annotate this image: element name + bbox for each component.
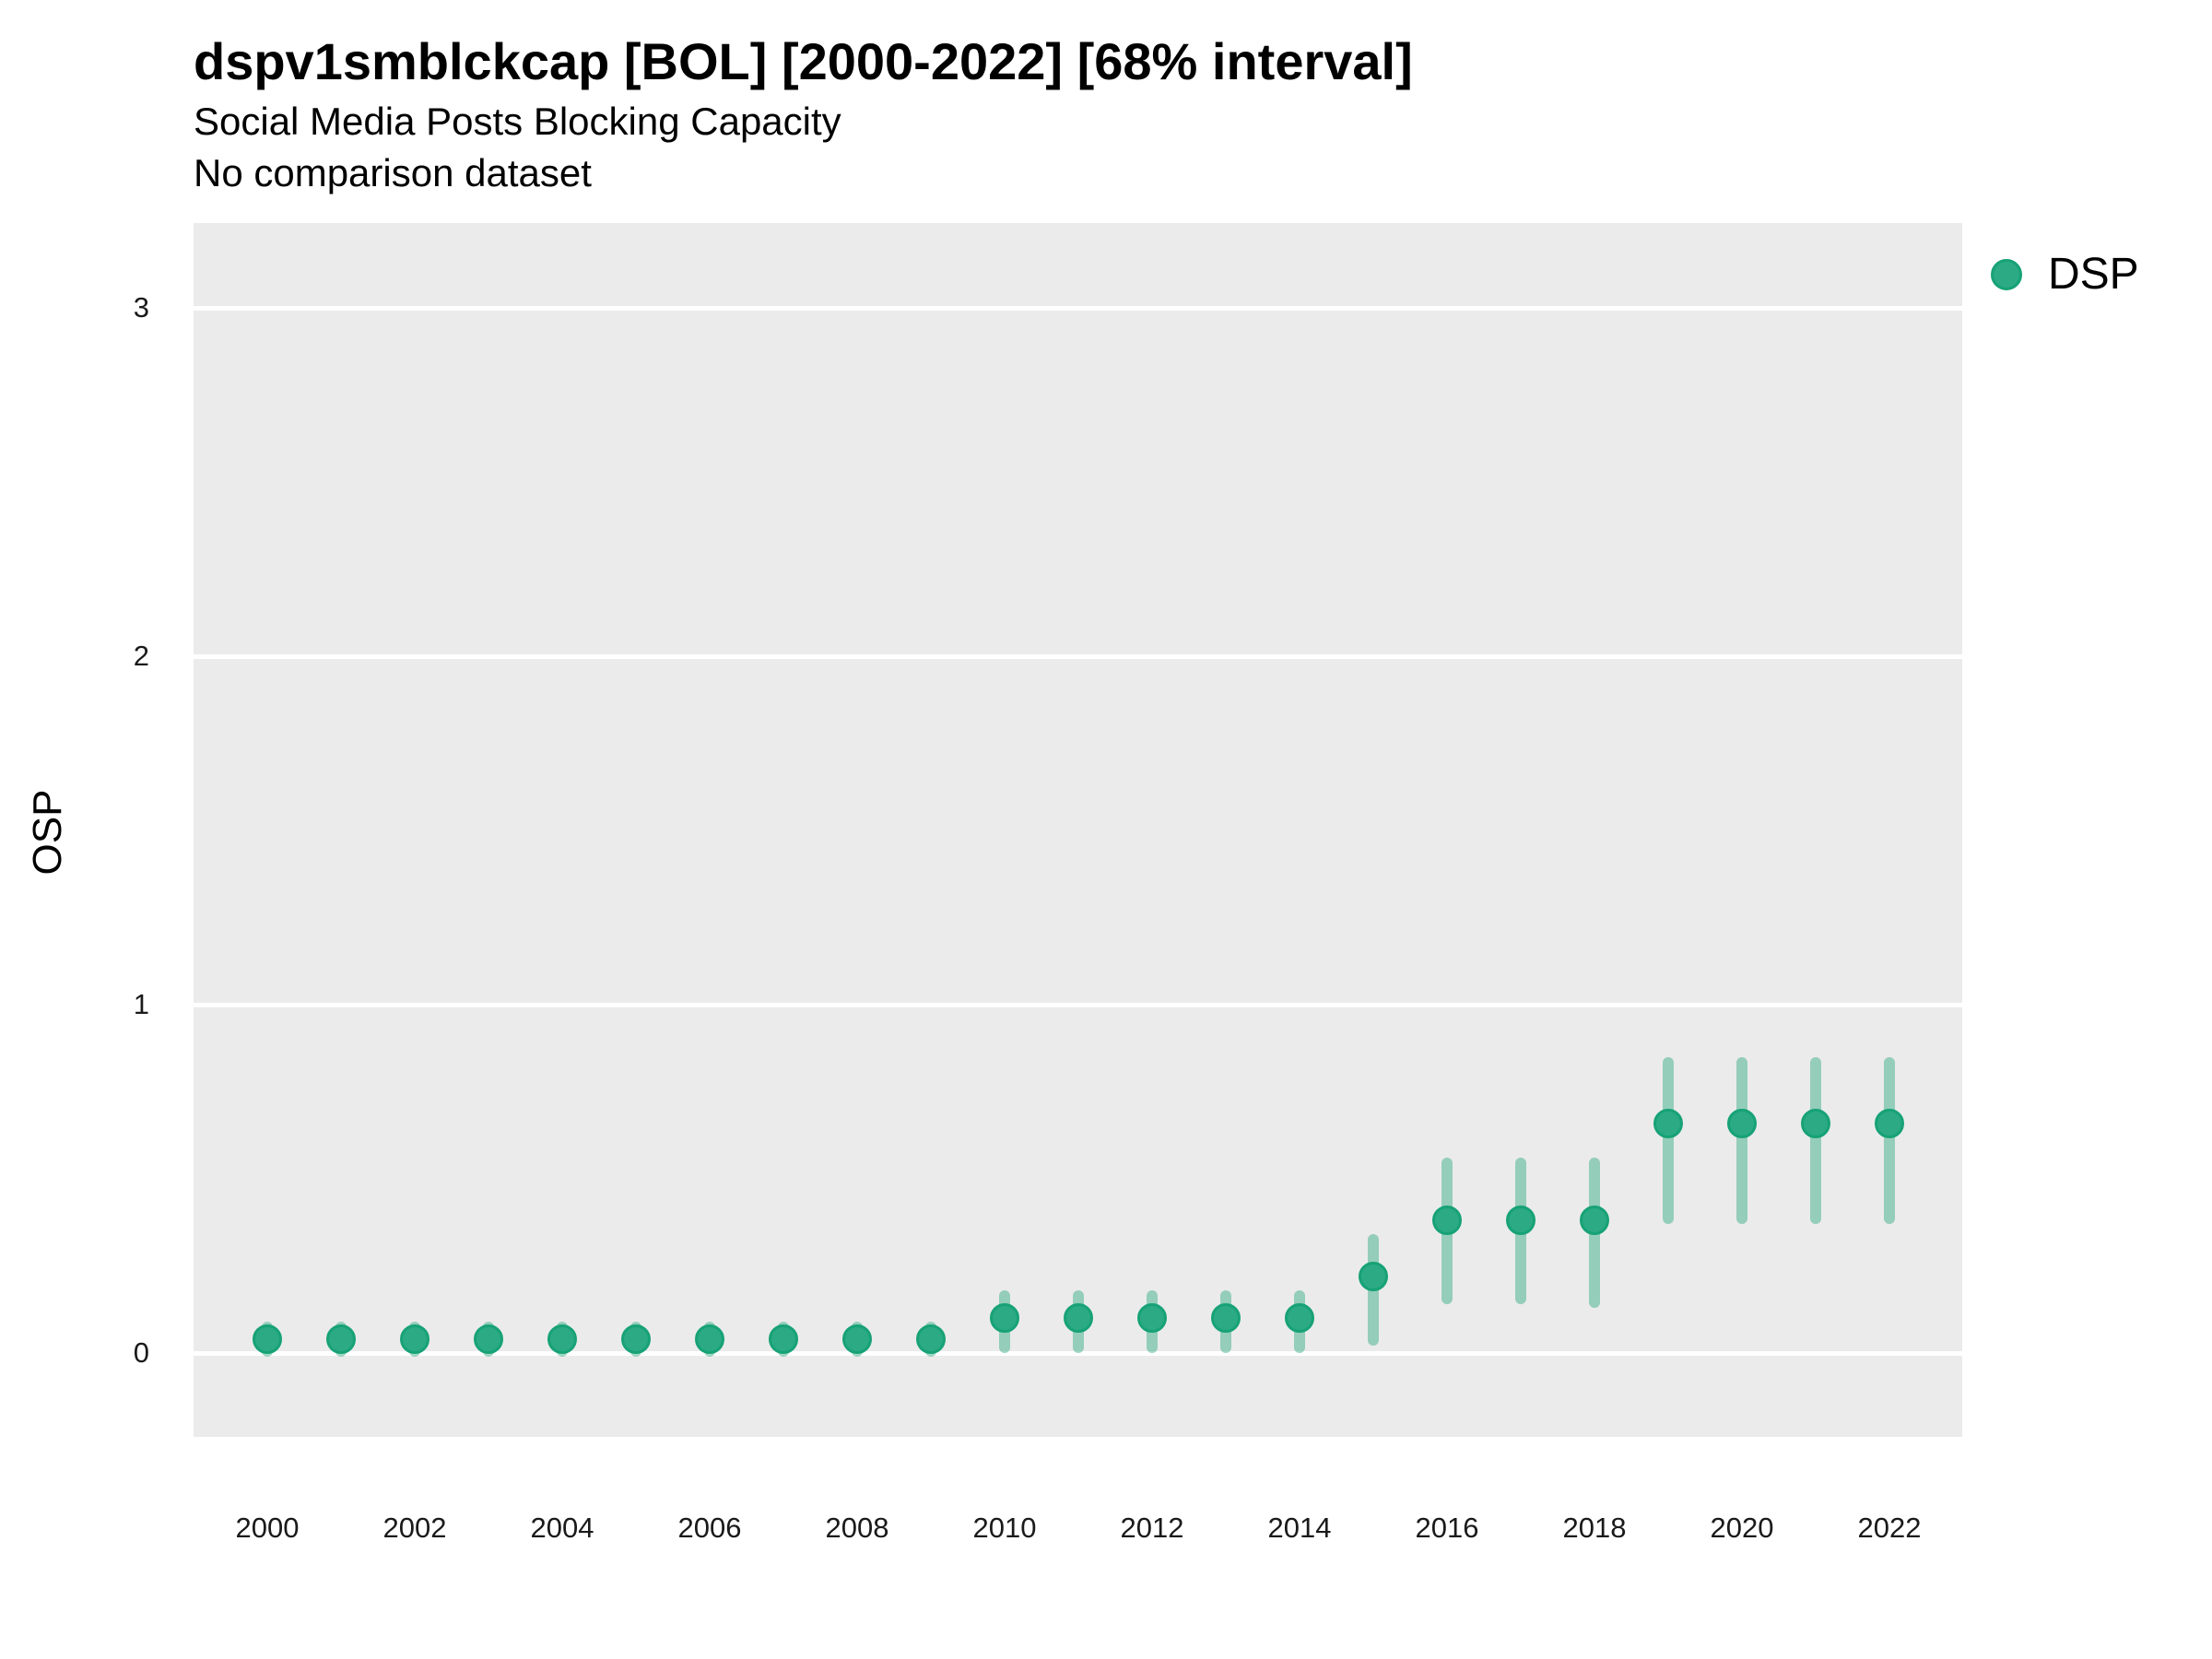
- data-point: [1285, 1303, 1314, 1334]
- y-tick-label: 3: [133, 291, 149, 324]
- y-tick-label: 2: [133, 640, 149, 672]
- data-point: [1137, 1303, 1167, 1334]
- data-point: [1064, 1303, 1093, 1334]
- x-tick-label: 2016: [1415, 1512, 1479, 1544]
- data-point: [1727, 1108, 1757, 1138]
- gridline-y-1: [194, 1002, 1962, 1007]
- x-tick-label: 2014: [1267, 1512, 1332, 1544]
- chart-title: dspv1smblckcap [BOL] [2000-2022] [68% in…: [194, 32, 1413, 90]
- y-tick-label: 1: [133, 988, 149, 1020]
- chart-subtitle: Social Media Posts Blocking Capacity: [194, 100, 841, 143]
- x-tick-label: 2010: [972, 1512, 1037, 1544]
- data-point: [842, 1324, 872, 1354]
- legend: DSP: [1991, 249, 2139, 300]
- gridline-y-2: [194, 653, 1962, 659]
- x-tick-label: 2020: [1710, 1512, 1774, 1544]
- data-point: [1801, 1108, 1830, 1138]
- x-tick-label: 2000: [235, 1512, 300, 1544]
- interval-bar: [1663, 1056, 1674, 1225]
- interval-bar: [1736, 1056, 1747, 1225]
- y-axis-title: OSP: [25, 789, 70, 876]
- data-point: [621, 1324, 651, 1354]
- data-point: [695, 1324, 724, 1354]
- data-point: [547, 1324, 577, 1354]
- data-point: [1580, 1206, 1609, 1236]
- x-tick-label: 2022: [1857, 1512, 1922, 1544]
- interval-bar: [1884, 1056, 1895, 1225]
- data-point: [990, 1303, 1019, 1334]
- data-point: [474, 1324, 503, 1354]
- data-point: [326, 1324, 356, 1354]
- x-tick-label: 2012: [1120, 1512, 1184, 1544]
- legend-label-dsp: DSP: [2048, 250, 2139, 299]
- data-point: [1653, 1108, 1683, 1138]
- interval-bar: [1810, 1056, 1821, 1225]
- x-tick-label: 2008: [825, 1512, 889, 1544]
- gridline-y-0: [194, 1350, 1962, 1356]
- plot-panel: [194, 223, 1962, 1437]
- data-point: [1432, 1206, 1462, 1236]
- data-point: [769, 1324, 798, 1354]
- x-tick-label: 2018: [1562, 1512, 1627, 1544]
- y-tick-label: 0: [133, 1336, 149, 1369]
- data-point: [1875, 1108, 1904, 1138]
- comparison-note: No comparison dataset: [194, 151, 592, 194]
- x-tick-label: 2002: [382, 1512, 447, 1544]
- gridline-y-3: [194, 305, 1962, 311]
- data-point: [253, 1324, 282, 1354]
- data-point: [1359, 1261, 1388, 1291]
- data-point: [1506, 1206, 1535, 1236]
- x-tick-label: 2006: [677, 1512, 742, 1544]
- x-tick-label: 2004: [530, 1512, 594, 1544]
- legend-marker-dsp-icon: [1991, 258, 2022, 290]
- data-point: [1211, 1303, 1241, 1334]
- data-point: [400, 1324, 429, 1354]
- data-point: [916, 1324, 946, 1354]
